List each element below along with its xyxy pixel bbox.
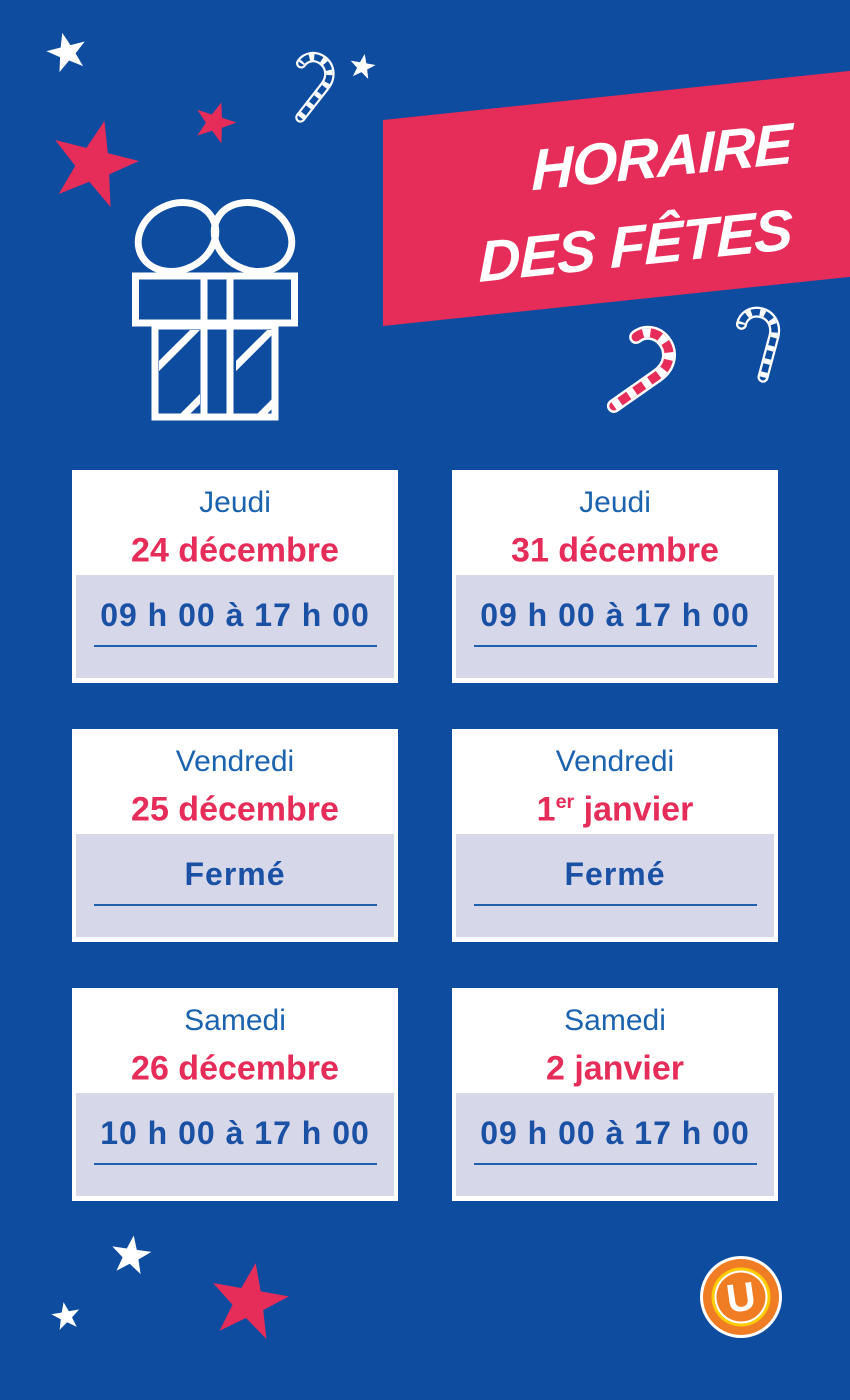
card-day: Vendredi bbox=[555, 745, 675, 778]
candy-cane-icon bbox=[295, 51, 335, 123]
card-header: Jeudi 31 décembre bbox=[452, 470, 778, 570]
card-hours: 10 h 00 à 17 h 00 bbox=[100, 1115, 370, 1151]
card-header: Samedi 26 décembre bbox=[72, 988, 398, 1088]
logo-letter: U bbox=[724, 1274, 759, 1322]
card-header: Jeudi 24 décembre bbox=[72, 470, 398, 570]
schedule-card: Jeudi 24 décembre 09 h 00 à 17 h 00 bbox=[72, 470, 398, 683]
gift-icon bbox=[132, 199, 298, 421]
holiday-hours-banner: HORAIRE DES FÊTES bbox=[383, 68, 850, 326]
card-hours-panel: 10 h 00 à 17 h 00 bbox=[76, 1093, 394, 1196]
hours-underline bbox=[93, 1163, 377, 1165]
card-hours: 09 h 00 à 17 h 00 bbox=[480, 597, 750, 633]
hours-underline bbox=[93, 904, 377, 906]
card-date: 25 décembre bbox=[131, 790, 339, 829]
star-icon bbox=[112, 1235, 152, 1275]
card-day: Samedi bbox=[564, 1004, 666, 1037]
card-day: Samedi bbox=[184, 1004, 286, 1037]
card-day: Jeudi bbox=[199, 486, 271, 519]
card-header: Samedi 2 janvier bbox=[452, 988, 778, 1088]
hours-underline bbox=[93, 645, 377, 647]
u-logo-icon: U bbox=[700, 1256, 782, 1338]
schedule-grid: Jeudi 24 décembre 09 h 00 à 17 h 00 Jeud… bbox=[72, 470, 778, 1201]
hours-underline bbox=[473, 904, 757, 906]
candy-cane-icon bbox=[606, 325, 676, 413]
star-icon bbox=[46, 32, 85, 73]
schedule-card: Samedi 26 décembre 10 h 00 à 17 h 00 bbox=[72, 988, 398, 1201]
card-hours: Fermé bbox=[184, 856, 286, 892]
schedule-card: Jeudi 31 décembre 09 h 00 à 17 h 00 bbox=[452, 470, 778, 683]
hours-underline bbox=[473, 645, 757, 647]
card-hours-panel: 09 h 00 à 17 h 00 bbox=[456, 1093, 774, 1196]
hours-underline bbox=[473, 1163, 757, 1165]
card-hours-panel: Fermé bbox=[76, 834, 394, 937]
card-date: 1er janvier bbox=[536, 790, 694, 829]
schedule-card: Vendredi 1er janvier Fermé bbox=[452, 729, 778, 942]
card-day: Jeudi bbox=[579, 486, 651, 519]
card-date: 24 décembre bbox=[131, 531, 339, 570]
card-hours-panel: 09 h 00 à 17 h 00 bbox=[76, 575, 394, 678]
card-date: 26 décembre bbox=[131, 1049, 339, 1088]
schedule-card: Vendredi 25 décembre Fermé bbox=[72, 729, 398, 942]
card-hours: 09 h 00 à 17 h 00 bbox=[480, 1115, 750, 1151]
card-date: 2 janvier bbox=[546, 1049, 684, 1088]
card-hours-panel: 09 h 00 à 17 h 00 bbox=[456, 575, 774, 678]
candy-cane-icon bbox=[735, 306, 781, 383]
card-header: Vendredi 25 décembre bbox=[72, 729, 398, 829]
card-header: Vendredi 1er janvier bbox=[452, 729, 778, 829]
card-day: Vendredi bbox=[175, 745, 295, 778]
star-icon bbox=[55, 121, 140, 207]
star-icon bbox=[197, 102, 237, 144]
card-hours-panel: Fermé bbox=[456, 834, 774, 937]
star-icon bbox=[213, 1263, 289, 1340]
star-icon bbox=[350, 54, 376, 80]
star-icon bbox=[51, 1302, 80, 1330]
card-date: 31 décembre bbox=[511, 531, 719, 570]
schedule-card: Samedi 2 janvier 09 h 00 à 17 h 00 bbox=[452, 988, 778, 1201]
card-hours: Fermé bbox=[564, 856, 666, 892]
card-hours: 09 h 00 à 17 h 00 bbox=[100, 597, 370, 633]
